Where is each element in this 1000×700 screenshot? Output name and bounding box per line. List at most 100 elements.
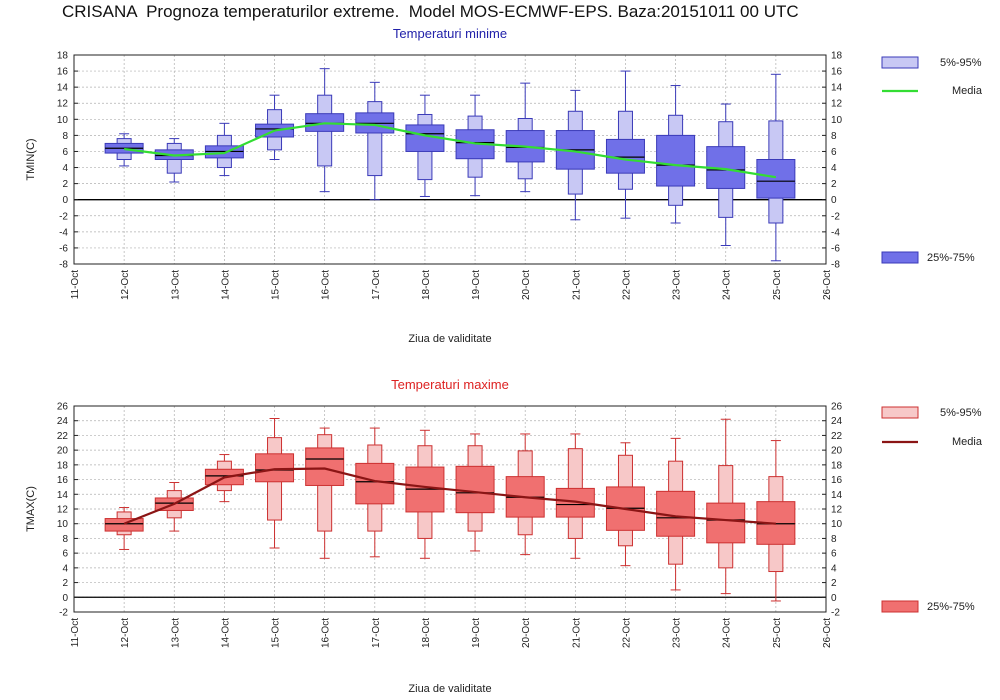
p1-title: Temperaturi minime — [393, 26, 507, 41]
p2-media-line — [123, 467, 776, 525]
p2-ytick-left: 4 — [62, 563, 68, 574]
p2-box-25-75 — [104, 518, 144, 532]
p2-ytick-left: 12 — [57, 505, 69, 516]
p1-xtick-label: 21-Oct — [571, 270, 582, 300]
p1-ytick-left: 10 — [57, 115, 69, 126]
p2-ytick-right: 26 — [831, 402, 843, 413]
p2-ytick-left: 22 — [57, 431, 69, 442]
p1-ytick-right: 0 — [831, 195, 837, 206]
p2-ytick-right: 8 — [831, 534, 837, 545]
p2-ytick-left: -2 — [59, 608, 68, 619]
p1-ytick-left: 6 — [62, 147, 68, 158]
p2-legend-swatch-5-95 — [881, 406, 919, 419]
p2-ytick-left: 18 — [57, 460, 69, 471]
p1-legend-label-5-95: 5%-95% — [940, 57, 982, 69]
p1-xtick-label: 17-Oct — [371, 270, 382, 300]
p2-box-25-75 — [706, 502, 746, 544]
p1-ytick-left: 8 — [62, 131, 68, 142]
p1-ytick-left: 14 — [57, 83, 69, 94]
p1-xtick-label: 12-Oct — [120, 270, 131, 300]
p1-xtick-label: 14-Oct — [220, 270, 231, 300]
p1-legend-swatch-5-95 — [881, 56, 919, 69]
p1-xtick-label: 15-Oct — [271, 270, 282, 300]
p2-ytick-right: 18 — [831, 460, 843, 471]
p2-xlabel: Ziua de validitate — [408, 683, 491, 695]
p2-ytick-left: 10 — [57, 519, 69, 530]
p2-xtick-label: 16-Oct — [321, 618, 332, 648]
p2-ytick-right: 0 — [831, 593, 837, 604]
p2-ytick-right: -2 — [831, 608, 840, 619]
p2-xtick-label: 24-Oct — [722, 618, 733, 648]
p2-ytick-left: 20 — [57, 446, 69, 457]
p2-xtick-label: 17-Oct — [371, 618, 382, 648]
p2-ytick-left: 24 — [57, 416, 69, 427]
p1-xtick-label: 18-Oct — [421, 270, 432, 300]
p2-xtick-label: 15-Oct — [271, 618, 282, 648]
p2-title: Temperaturi maxime — [391, 377, 509, 392]
p1-ytick-right: 2 — [831, 179, 837, 190]
p2-ytick-right: 20 — [831, 446, 843, 457]
p1-xtick-label: 13-Oct — [170, 270, 181, 300]
p1-legend-swatch-25-75 — [881, 251, 919, 264]
main-title: CRISANA Prognoza temperaturilor extreme.… — [62, 2, 799, 21]
p2-legend-swatch-25-75 — [881, 600, 919, 613]
p1-box-25-75 — [656, 134, 696, 187]
p2-ytick-left: 16 — [57, 475, 69, 486]
p1-ytick-left: 2 — [62, 179, 68, 190]
p2-xtick-label: 23-Oct — [672, 618, 683, 648]
p1-ytick-right: -6 — [831, 243, 840, 254]
p2-ylabel: TMAX(C) — [25, 486, 37, 532]
p1-xtick-label: 23-Oct — [672, 270, 683, 300]
p1-ytick-right: -8 — [831, 260, 840, 271]
p2-legend-label-media: Media — [952, 436, 983, 448]
p2-ytick-left: 26 — [57, 402, 69, 413]
p1-ytick-left: 12 — [57, 99, 69, 110]
p2-legend-label-25-75: 25%-75% — [927, 601, 975, 613]
p2-ytick-right: 22 — [831, 431, 843, 442]
p1-ytick-right: 16 — [831, 67, 843, 78]
p1-ytick-left: -8 — [59, 260, 68, 271]
p1-ytick-right: 14 — [831, 83, 843, 94]
p1-xtick-label: 25-Oct — [772, 270, 783, 300]
p1-ytick-left: -6 — [59, 243, 68, 254]
p1-xtick-label: 24-Oct — [722, 270, 733, 300]
p2-xtick-label: 12-Oct — [120, 618, 131, 648]
p1-xlabel: Ziua de validitate — [408, 333, 491, 345]
p1-ytick-left: 4 — [62, 163, 68, 174]
p1-xtick-label: 19-Oct — [471, 270, 482, 300]
p2-xtick-label: 20-Oct — [521, 618, 532, 648]
p1-ytick-right: -4 — [831, 227, 840, 238]
p2-ytick-right: 12 — [831, 505, 843, 516]
p1-frame — [73, 54, 827, 265]
p2-ytick-left: 14 — [57, 490, 69, 501]
p2-xtick-label: 22-Oct — [621, 618, 632, 648]
p2-box-25-75 — [455, 465, 495, 514]
p1-ylabel: TMIN(C) — [25, 138, 37, 180]
p2-xtick-label: 18-Oct — [421, 618, 432, 648]
p2-ytick-right: 2 — [831, 578, 837, 589]
p2-ytick-right: 14 — [831, 490, 843, 501]
p2-ytick-right: 10 — [831, 519, 843, 530]
p1-xtick-label: 26-Oct — [822, 270, 833, 300]
p2-ytick-left: 8 — [62, 534, 68, 545]
p1-ytick-right: 6 — [831, 147, 837, 158]
p2-ytick-left: 0 — [62, 593, 68, 604]
p1-ytick-right: 4 — [831, 163, 837, 174]
p2-ytick-right: 6 — [831, 549, 837, 560]
p1-box-25-75 — [605, 138, 645, 174]
p1-ytick-right: 18 — [831, 51, 843, 62]
p1-ytick-right: 12 — [831, 99, 843, 110]
p1-xtick-label: 11-Oct — [70, 270, 81, 299]
p2-xtick-label: 11-Oct — [70, 618, 81, 647]
p2-ytick-right: 24 — [831, 416, 843, 427]
p2-xtick-label: 13-Oct — [170, 618, 181, 648]
p2-xtick-label: 26-Oct — [822, 618, 833, 648]
p1-ytick-left: 18 — [57, 51, 69, 62]
p2-box-25-75 — [255, 453, 295, 483]
p2-xtick-label: 19-Oct — [471, 618, 482, 648]
p1-xtick-label: 20-Oct — [521, 270, 532, 300]
p1-ytick-right: 8 — [831, 131, 837, 142]
p2-xtick-label: 25-Oct — [772, 618, 783, 648]
p1-box-25-75 — [756, 159, 796, 199]
p2-xtick-label: 21-Oct — [571, 618, 582, 648]
